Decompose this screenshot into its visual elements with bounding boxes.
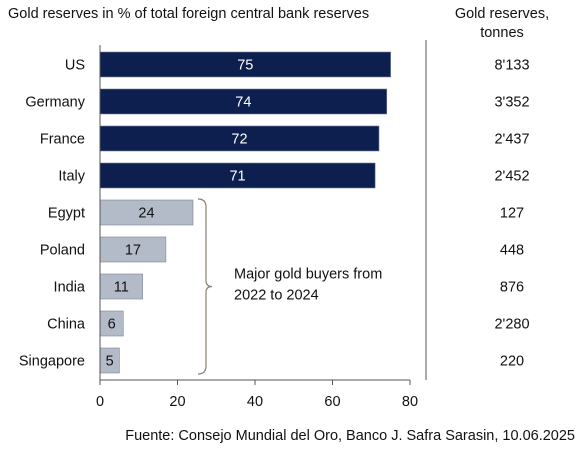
category-label: Italy xyxy=(58,169,85,185)
bar-value-label: 11 xyxy=(114,280,129,296)
category-label: India xyxy=(54,280,86,296)
category-label: US xyxy=(65,58,85,74)
tonnes-value: 220 xyxy=(500,354,524,370)
x-tick-label: 80 xyxy=(402,394,418,410)
bar-value-label: 72 xyxy=(231,132,247,148)
category-label: China xyxy=(47,317,86,333)
tonnes-value: 2'452 xyxy=(494,169,529,185)
bar xyxy=(99,199,194,226)
category-label: Singapore xyxy=(19,354,85,370)
bar xyxy=(99,125,380,152)
tonnes-value: 448 xyxy=(500,243,524,259)
bar xyxy=(99,162,376,189)
bar xyxy=(99,51,391,78)
x-axis: 0 20 40 60 80 xyxy=(96,45,418,410)
tonnes-value: 3'352 xyxy=(494,95,529,111)
category-label: Egypt xyxy=(48,206,85,222)
chart-title: Gold reserves in % of total foreign cent… xyxy=(8,6,369,22)
tonnes-column-header: Gold reserves, tonnes xyxy=(455,6,549,41)
annotation-group: Major gold buyers from 2022 to 2024 xyxy=(197,198,382,375)
bar-value-label: 75 xyxy=(237,58,253,74)
bar-value-label: 6 xyxy=(108,317,116,333)
source-note: Fuente: Consejo Mundial del Oro, Banco J… xyxy=(125,428,575,444)
bar-value-label: 74 xyxy=(235,95,251,111)
x-tick-label: 0 xyxy=(96,394,104,410)
bar-value-label: 5 xyxy=(106,354,114,370)
bar xyxy=(99,88,388,115)
x-tick-label: 40 xyxy=(247,394,263,410)
buyers-bracket xyxy=(197,198,213,375)
bar-value-label: 24 xyxy=(138,206,154,222)
bar xyxy=(99,273,143,300)
tonnes-value: 2'437 xyxy=(494,132,529,148)
bars-group: US 75 Germany 74 France 72 Italy 71 Egypt 24 Polan… xyxy=(19,51,391,374)
tonnes-value: 8'133 xyxy=(494,58,529,74)
category-label: Poland xyxy=(40,243,85,259)
annotation-text: Major gold buyers from 2022 to 2024 xyxy=(234,267,382,304)
bar-value-label: 71 xyxy=(229,169,245,185)
category-label: Germany xyxy=(25,95,85,111)
tonnes-value: 127 xyxy=(500,206,524,222)
tonnes-value: 876 xyxy=(500,280,524,296)
bar-value-label: 17 xyxy=(125,243,141,259)
x-tick-label: 60 xyxy=(324,394,340,410)
category-label: France xyxy=(40,132,85,148)
x-tick-label: 20 xyxy=(169,394,185,410)
tonnes-value: 2'280 xyxy=(494,317,529,333)
tonnes-column: 8'133 3'352 2'437 2'452 127 448 876 2'280 220 xyxy=(425,40,530,380)
